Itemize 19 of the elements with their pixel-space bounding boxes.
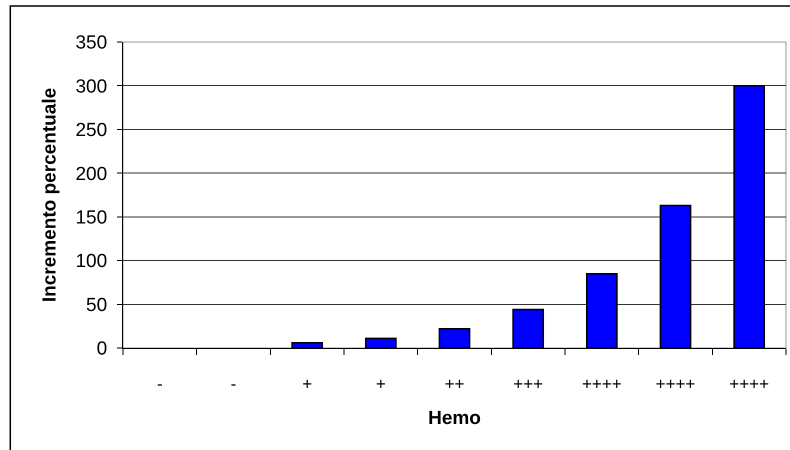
y-tick-label: 100 (75, 251, 108, 272)
x-axis-title: Hemo (428, 408, 481, 430)
x-tick-label: ++++ (729, 374, 770, 394)
x-tick-label: +++ (513, 374, 544, 394)
x-tick-label: ++++ (582, 374, 622, 394)
x-tick-label: ++ (444, 374, 464, 394)
y-axis-title: Incremento percentuale (39, 88, 60, 302)
y-tick-label: 50 (86, 294, 108, 316)
y-tick-label: 250 (75, 120, 108, 142)
y-tick-label: 150 (75, 208, 108, 229)
y-tick-label: 350 (75, 32, 108, 54)
x-tick-label: - (230, 374, 236, 394)
y-tick-label: 200 (75, 164, 108, 185)
x-tick-label: - (156, 374, 163, 394)
y-tick-label: 300 (75, 76, 108, 98)
x-tick-label: ++++ (656, 374, 696, 394)
y-tick-label: 0 (96, 338, 108, 360)
x-tick-label: + (302, 374, 312, 394)
x-tick-label: + (376, 374, 386, 394)
